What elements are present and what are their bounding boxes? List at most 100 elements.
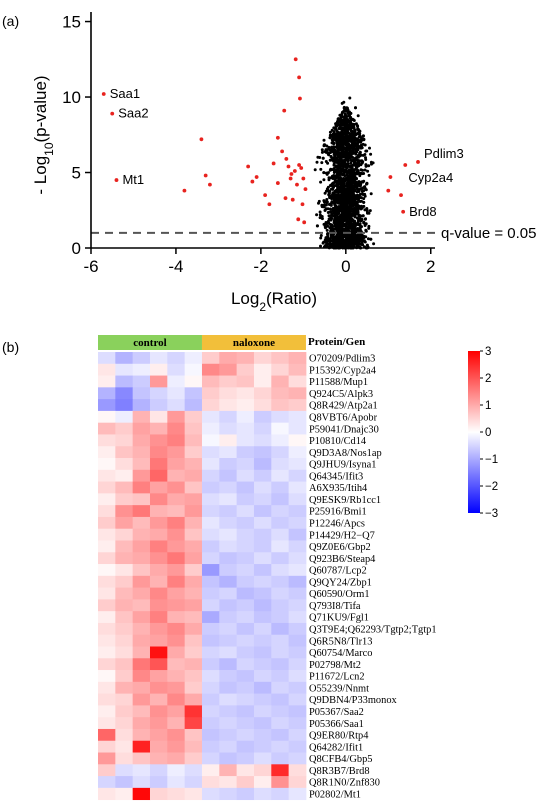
heatmap-cell [132,352,151,365]
heatmap-cell [149,458,168,471]
row-label: Q9JHU9/Isyna1 [309,460,377,471]
heatmap-cell [184,446,203,459]
heatmap-cell [115,587,134,600]
heatmap-cell [167,752,186,765]
heatmap-cell [115,705,134,718]
significant-point [208,182,212,187]
heatmap-cell [167,776,186,789]
heatmap-cell [132,705,151,718]
data-point [364,156,367,160]
heatmap-cell [236,787,255,801]
heatmap-cell [184,540,203,553]
heatmap-cell [201,670,220,683]
data-point [324,171,328,175]
heatmap-cell [149,493,168,506]
heatmap-cell [115,646,134,659]
heatmap-cell [271,363,290,376]
data-point [352,236,356,240]
data-point [345,108,349,112]
heatmap-cell [271,540,290,553]
data-point [363,153,367,156]
heatmap-cell [271,434,290,447]
data-point [345,228,349,232]
heatmap-cell [271,422,290,435]
heatmap-cell [253,516,272,530]
heatmap-cell [184,611,203,624]
heatmap-cell [201,787,220,801]
heatmap-cell [253,705,272,718]
significant-point [275,181,280,185]
data-point [345,210,349,214]
data-point [331,184,335,188]
heatmap-cell [184,352,203,365]
data-point [326,185,330,189]
heatmap-cell [219,469,238,482]
significant-point [275,135,280,140]
heatmap-cell [149,728,168,742]
heatmap-cell [115,693,134,706]
heatmap-cell [219,410,238,424]
data-point [338,162,342,166]
heatmap-cell [236,681,255,695]
heatmap-cell [132,387,151,400]
heatmap-cell [219,352,238,365]
data-point [355,194,359,198]
data-point [337,234,341,238]
heatmap-cell [132,622,151,636]
heatmap-cell [271,410,290,424]
heatmap-cell [253,352,272,365]
row-label: P02798/Mt2 [309,660,361,671]
x-ticks: -6 -4 -2 0 2 [83,248,435,276]
data-point [331,138,335,142]
x-tick-label: -4 [168,257,183,276]
heatmap-cell [219,528,238,541]
heatmap-cell [98,670,116,683]
heatmap-cell [115,599,134,612]
heatmap-cell [115,634,134,647]
row-label: Q793I8/Tifa [309,601,361,612]
significant-point [289,172,294,176]
data-point [358,214,362,218]
significant-point [110,111,115,116]
heatmap-cell [115,458,134,471]
data-point [347,199,351,203]
data-point [335,179,339,183]
heatmap-cell [219,611,238,624]
heatmap-cell [201,505,220,518]
data-point [329,158,333,162]
heatmap-cell [288,752,307,765]
row-label: Q9ER80/Rtp4 [309,731,369,742]
heatmap-cell [98,622,116,636]
row-label: Q64345/Ifit3 [309,471,363,482]
heatmap-cell [201,693,220,706]
heatmap-cell [167,717,186,730]
data-point [317,199,321,203]
data-point [327,214,331,218]
heatmap-cell [115,611,134,624]
data-point [328,189,332,193]
heatmap-cell [132,552,151,565]
heatmap-cell [236,658,255,671]
heatmap-cell [201,764,220,777]
heatmap-cell [201,469,220,482]
heatmap-cell [167,705,186,718]
heatmap-cell [167,410,186,424]
heatmap-cell [271,776,290,789]
data-point [352,202,356,206]
row-label: Q923B6/Steap4 [309,554,376,565]
data-point [340,197,344,201]
heatmap-cell [253,693,272,706]
heatmap-cell [236,575,255,588]
heatmap-cell [115,752,134,765]
data-point [346,234,350,238]
heatmap-cell [149,552,168,565]
heatmap-cell [184,375,203,388]
heatmap-cell [201,399,220,412]
data-point [342,192,346,196]
data-point [355,200,359,204]
heatmap-cell [253,422,272,435]
heatmap-cell [98,740,116,753]
data-point [328,207,332,211]
data-point [360,225,363,229]
data-point [360,234,364,237]
